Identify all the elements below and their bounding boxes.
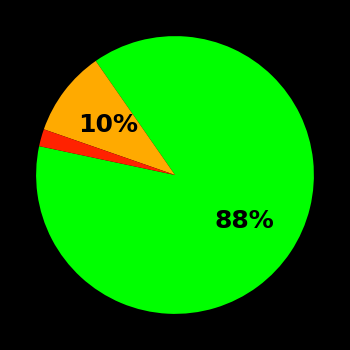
Text: 88%: 88% <box>215 209 274 233</box>
Wedge shape <box>36 36 314 314</box>
Wedge shape <box>44 61 175 175</box>
Text: 10%: 10% <box>79 113 139 136</box>
Wedge shape <box>39 129 175 175</box>
